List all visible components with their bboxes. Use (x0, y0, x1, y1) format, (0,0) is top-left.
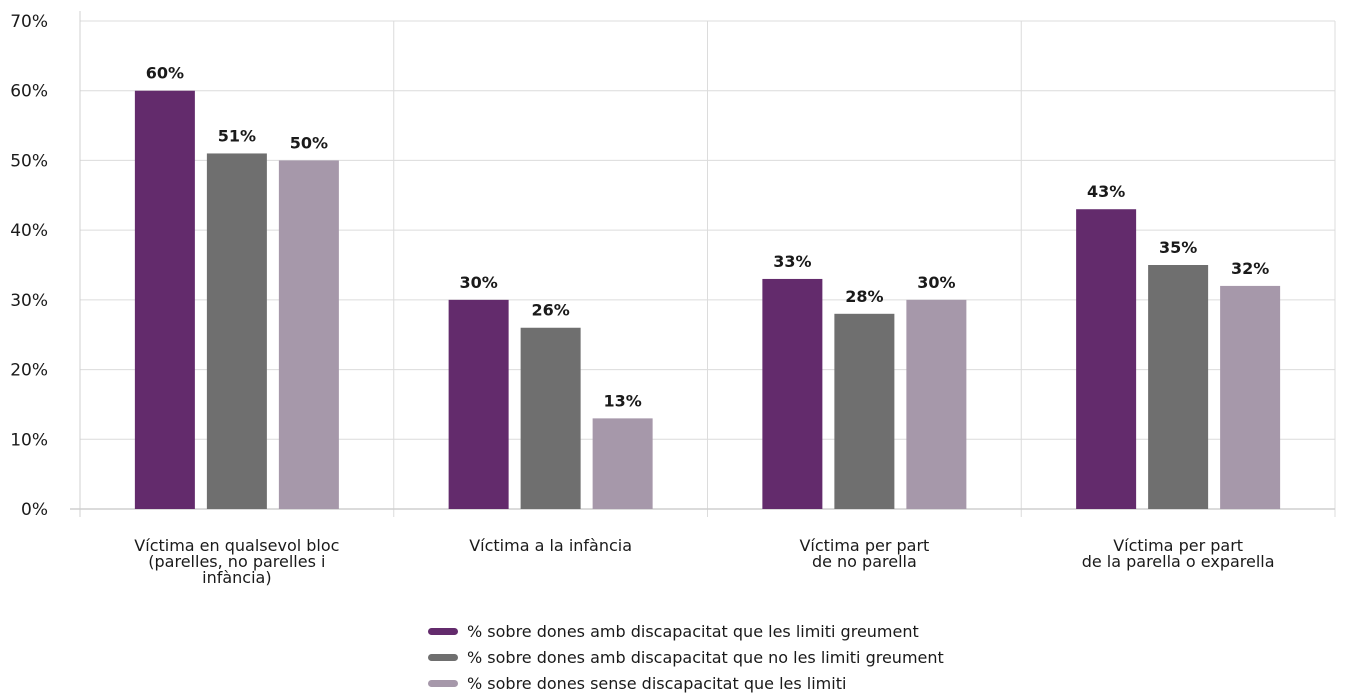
bar (134, 90, 195, 509)
y-tick-label: 50% (10, 151, 48, 171)
x-tick-label: Víctima per part de la parella o exparell… (1082, 536, 1275, 571)
bar (278, 160, 339, 509)
data-label: 33% (773, 252, 811, 271)
bar (1076, 209, 1137, 509)
legend-swatch (428, 654, 458, 661)
bars (134, 90, 1281, 509)
y-tick-label: 40% (10, 221, 48, 241)
data-label: 51% (218, 126, 256, 145)
bar (1148, 265, 1209, 509)
y-axis: 0% 10% 20% 30% 40% 50% 60% 70% (10, 12, 48, 520)
x-tick-line: Víctima per part (1113, 536, 1243, 555)
x-tick-line: de la parella o exparella (1082, 552, 1275, 571)
bar (762, 278, 823, 509)
y-tick-label: 0% (21, 500, 48, 520)
y-tick-label: 20% (10, 361, 48, 381)
data-label: 30% (459, 273, 497, 292)
data-label: 28% (845, 287, 883, 306)
x-tick-line: Víctima a la infància (469, 536, 632, 555)
legend-label: % sobre dones sense discapacitat que les… (467, 674, 846, 693)
bar (906, 299, 967, 509)
data-label: 60% (146, 64, 184, 83)
data-label: 26% (531, 301, 569, 320)
legend-swatch (428, 680, 458, 687)
bar (834, 313, 895, 509)
x-tick-line: (parelles, no parelles i (148, 552, 325, 571)
bar (520, 327, 581, 509)
data-label: 50% (290, 133, 328, 152)
bar (206, 153, 267, 509)
y-tick-label: 60% (10, 82, 48, 102)
y-tick-label: 30% (10, 291, 48, 311)
x-tick-line: Víctima per part (799, 536, 929, 555)
x-tick-line: infància) (202, 568, 271, 587)
bar (1220, 285, 1281, 509)
x-tick-line: Víctima en qualsevol bloc (134, 536, 339, 555)
x-tick-line: de no parella (812, 552, 917, 571)
x-tick-label: Víctima per part de no parella (799, 536, 929, 571)
x-tick-label: Víctima en qualsevol bloc (parelles, no p… (134, 536, 339, 587)
value-labels: 60% 51% 50% 30% 26% 13% 33% 28% 30% 43% 35% 32% (146, 64, 1270, 411)
data-label: 43% (1087, 182, 1125, 201)
bar (448, 299, 509, 509)
x-tick-label: Víctima a la infància (469, 536, 632, 555)
legend-label: % sobre dones amb discapacitat que no le… (467, 648, 944, 667)
data-label: 32% (1231, 259, 1269, 278)
data-label: 30% (917, 273, 955, 292)
legend-label: % sobre dones amb discapacitat que les l… (467, 622, 919, 641)
x-axis: Víctima en qualsevol bloc (parelles, no p… (134, 536, 1274, 587)
y-tick-label: 10% (10, 430, 48, 450)
legend-swatch (428, 628, 458, 635)
y-tick-label: 70% (10, 12, 48, 32)
data-label: 35% (1159, 238, 1197, 257)
legend: % sobre dones amb discapacitat que les l… (428, 622, 944, 693)
data-label: 13% (603, 391, 641, 410)
bar (592, 418, 653, 509)
